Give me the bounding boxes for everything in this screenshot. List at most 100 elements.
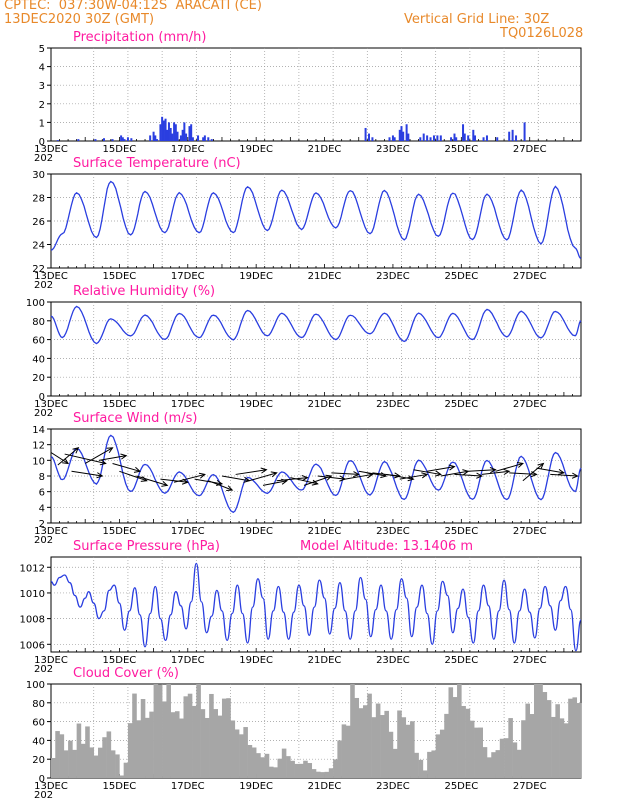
- wind-arrow: [317, 475, 346, 480]
- humidity-xtick-label: 15DEC: [103, 399, 137, 410]
- cloud-cover-bar: [290, 760, 295, 778]
- temperature-ytick-label: 24: [32, 241, 45, 252]
- cloud-cover-bar: [256, 753, 261, 778]
- precipitation-bar: [185, 133, 188, 141]
- precipitation-bar: [393, 137, 396, 141]
- cloud-cover-bar: [132, 693, 137, 778]
- precipitation-bar: [162, 120, 165, 141]
- temperature-ytick-label: 26: [32, 217, 45, 228]
- cloud-cover-bar: [213, 709, 218, 778]
- cloud-cover-bar: [260, 757, 266, 778]
- cloud-cover-ytick-label: 0: [39, 774, 45, 785]
- cloud-cover-bar: [136, 720, 142, 778]
- humidity-xtick-label: 25DEC: [444, 399, 478, 410]
- cloud-cover-bar: [358, 708, 364, 778]
- precipitation-bar: [405, 124, 408, 141]
- wind-arrow: [413, 469, 441, 475]
- cloud-cover-bar: [221, 698, 227, 778]
- cloud-cover-bar: [405, 724, 411, 778]
- cloud-cover-bar: [140, 699, 146, 778]
- cloud-cover-bar: [251, 747, 257, 778]
- header-date: 13DEC2020 30Z (GMT): [4, 12, 155, 27]
- pressure-xtick-label: 15DEC: [103, 655, 137, 666]
- wind-arrow: [344, 473, 373, 480]
- pressure-ytick-label: 1010: [20, 589, 45, 600]
- wind-arrow-head: [476, 472, 483, 479]
- cloud-cover-bar: [367, 693, 372, 778]
- cloud-cover-bar: [337, 740, 342, 778]
- cloud-cover-bar: [72, 749, 77, 778]
- precipitation-bar: [202, 137, 205, 141]
- temperature-ytick-label: 30: [32, 170, 45, 181]
- cloud-cover-bar: [307, 763, 313, 778]
- wind-arrow: [71, 470, 103, 477]
- temperature-xtick-label: 25DEC: [444, 271, 478, 282]
- wind-arrow: [468, 469, 496, 472]
- cloud-cover-ytick-label: 100: [26, 680, 45, 691]
- cloud-cover-ytick-label: 40: [32, 736, 45, 747]
- precipitation-bar: [398, 129, 401, 141]
- cloud-cover-bar: [51, 757, 56, 778]
- cloud-cover-bar: [431, 750, 436, 778]
- cloud-cover-bar: [204, 717, 210, 778]
- precipitation-bar: [482, 137, 485, 141]
- wind-arrow: [331, 472, 359, 475]
- cloud-cover-bar: [444, 713, 449, 778]
- pressure-xtick-label: 17DEC: [171, 655, 205, 666]
- precipitation-bar: [203, 135, 206, 141]
- cloud-cover-bar: [350, 684, 355, 778]
- cloud-cover-bar: [264, 753, 270, 778]
- wind-arrow-head: [448, 464, 456, 471]
- precipitation-bar: [56, 140, 59, 141]
- cloud-cover-bar: [495, 750, 501, 778]
- cloud-cover-bar: [102, 737, 107, 778]
- precipitation-bar: [183, 122, 186, 141]
- cloud-cover-bar: [85, 726, 90, 778]
- precipitation-bar: [426, 135, 429, 141]
- cloud-cover-bar: [508, 718, 513, 778]
- cloud-cover-bar: [247, 744, 253, 778]
- cloud-cover-bar: [499, 738, 505, 778]
- precipitation-bar: [407, 133, 410, 141]
- cloud-cover-bar: [529, 714, 535, 778]
- pressure-year-label: 202: [34, 664, 53, 675]
- wind-arrow-head: [198, 472, 206, 479]
- cloud-cover-year-label: 202: [34, 790, 53, 800]
- cloud-cover-bar: [98, 747, 103, 778]
- precipitation-bar: [419, 137, 422, 141]
- cloud-cover-bar: [452, 697, 458, 778]
- wind-arrow: [481, 470, 510, 475]
- precipitation-bar: [173, 122, 176, 141]
- humidity-ytick-label: 60: [32, 336, 45, 347]
- humidity-xtick-label: 17DEC: [171, 399, 205, 410]
- cloud-cover-bar: [243, 727, 248, 778]
- precipitation-title: Precipitation (mm/h): [73, 30, 206, 45]
- temperature-ytick-label: 22: [32, 264, 45, 275]
- wind-arrow-head: [260, 467, 268, 474]
- precipitation-bar: [429, 137, 432, 141]
- precipitation-bar: [130, 138, 133, 141]
- precipitation-bar: [432, 135, 435, 141]
- cloud-cover-xtick-label: 27DEC: [513, 781, 547, 792]
- cloud-cover-bar: [68, 740, 73, 778]
- cloud-cover-bar: [397, 710, 402, 778]
- temperature-xtick-label: 19DEC: [239, 271, 273, 282]
- wind-arrow-head: [120, 453, 128, 460]
- precipitation-xtick-label: 17DEC: [171, 144, 205, 155]
- precipitation-bar: [439, 135, 442, 141]
- wind-arrow-head: [99, 459, 107, 466]
- cloud-cover-bar: [230, 720, 236, 778]
- cloud-cover-bar: [478, 727, 483, 778]
- wind-year-label: 202: [34, 535, 53, 546]
- wind-arrow-head: [407, 475, 415, 482]
- temperature-xtick-label: 17DEC: [171, 271, 205, 282]
- cloud-cover-bar: [427, 751, 432, 778]
- wind-arrow-head: [96, 472, 104, 479]
- temperature-xtick-label: 23DEC: [376, 271, 410, 282]
- wind-arrow-head: [353, 471, 360, 478]
- humidity-panel-frame: [50, 301, 582, 397]
- wind-xtick-label: 15DEC: [103, 526, 137, 537]
- wind-ytick-label: 2: [39, 519, 45, 530]
- cloud-cover-bar: [491, 752, 496, 778]
- wind-arrow: [208, 480, 233, 491]
